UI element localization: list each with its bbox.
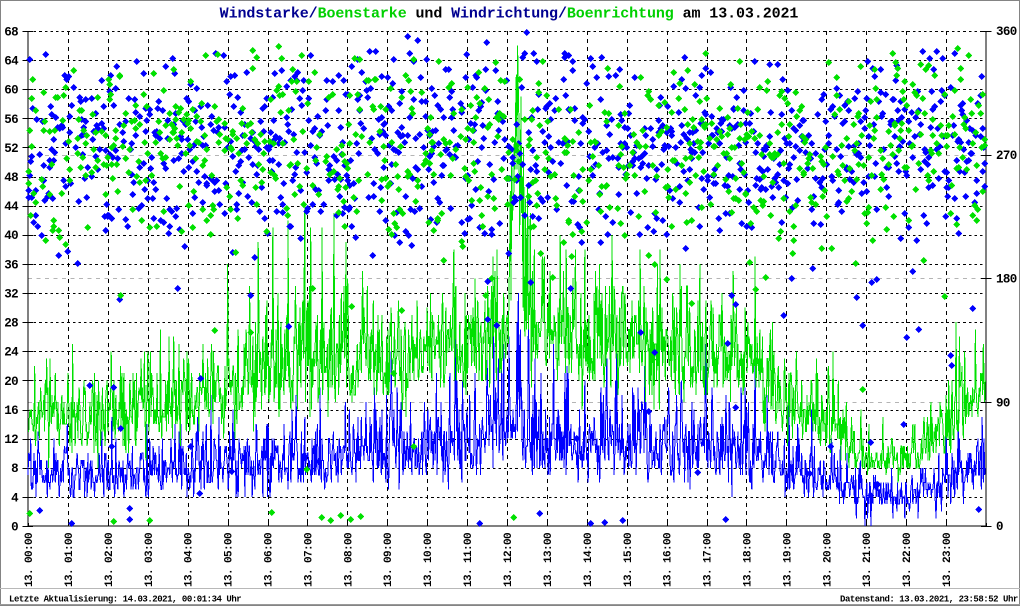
svg-text:360: 360 [996,25,1017,39]
svg-text:13. 00:00: 13. 00:00 [24,533,36,587]
svg-text:13. 21:00: 13. 21:00 [862,533,874,587]
svg-text:Letzte Aktualisierung: 14.03.2: Letzte Aktualisierung: 14.03.2021, 00:01… [9,595,241,605]
svg-text:90: 90 [996,396,1010,410]
svg-text:13. 03:00: 13. 03:00 [144,533,156,587]
svg-text:36: 36 [4,258,18,272]
svg-text:4: 4 [11,491,19,505]
svg-text:60: 60 [4,84,18,98]
svg-text:0: 0 [11,520,18,534]
svg-text:13. 02:00: 13. 02:00 [104,533,116,587]
svg-text:180: 180 [996,273,1017,287]
svg-text:13. 14:00: 13. 14:00 [583,533,595,587]
svg-text:13. 04:00: 13. 04:00 [184,533,196,587]
svg-text:12: 12 [4,433,18,447]
svg-text:13. 22:00: 13. 22:00 [902,533,914,587]
svg-text:13. 07:00: 13. 07:00 [303,533,315,587]
svg-text:13. 06:00: 13. 06:00 [264,533,276,587]
svg-text:Windstarke/Boenstarke und Wind: Windstarke/Boenstarke und Windrichtung/B… [220,6,799,23]
svg-text:24: 24 [4,346,19,360]
svg-text:13. 09:00: 13. 09:00 [383,533,395,587]
svg-text:13. 19:00: 13. 19:00 [782,533,794,587]
svg-text:64: 64 [4,55,19,69]
svg-text:13. 16:00: 13. 16:00 [663,533,675,587]
svg-text:13. 20:00: 13. 20:00 [822,533,834,587]
svg-text:56: 56 [4,113,18,127]
svg-text:13. 01:00: 13. 01:00 [64,533,76,587]
svg-text:16: 16 [4,404,18,418]
svg-text:13. 05:00: 13. 05:00 [224,533,236,587]
svg-text:0: 0 [996,520,1003,534]
svg-text:13. 12:00: 13. 12:00 [503,533,515,587]
svg-text:8: 8 [11,462,18,476]
svg-text:20: 20 [4,375,18,389]
svg-text:13. 23:00: 13. 23:00 [942,533,954,587]
svg-text:48: 48 [4,171,18,185]
svg-text:13. 13:00: 13. 13:00 [543,533,555,587]
svg-text:13. 08:00: 13. 08:00 [343,533,355,587]
svg-text:13. 11:00: 13. 11:00 [463,533,475,587]
svg-text:68: 68 [4,25,18,39]
svg-text:13. 15:00: 13. 15:00 [623,533,635,587]
svg-text:13. 17:00: 13. 17:00 [703,533,715,587]
svg-text:28: 28 [4,317,18,331]
svg-text:40: 40 [4,229,18,243]
svg-text:Datenstand: 13.03.2021, 23:58:: Datenstand: 13.03.2021, 23:58:52 Uhr [840,595,1018,605]
svg-text:13. 10:00: 13. 10:00 [423,533,435,587]
svg-text:270: 270 [996,149,1017,163]
svg-text:13. 18:00: 13. 18:00 [743,533,755,587]
svg-text:32: 32 [4,288,18,302]
svg-text:52: 52 [4,142,18,156]
svg-text:44: 44 [4,200,19,214]
